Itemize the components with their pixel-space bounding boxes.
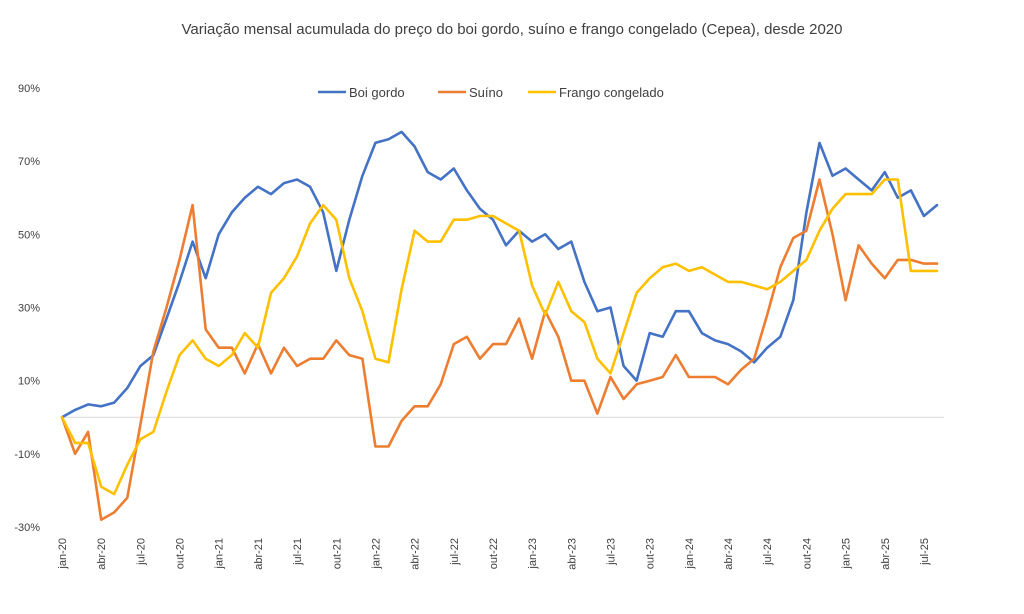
x-tick-label: jan-25 — [841, 538, 853, 570]
legend: Boi gordo Suíno Frango congelado — [318, 85, 664, 100]
x-tick-label: out-24 — [801, 538, 813, 569]
y-tick-label: 70% — [18, 156, 40, 168]
x-tick-label: abr-22 — [410, 538, 422, 570]
y-tick-label: 30% — [18, 303, 40, 315]
y-tick-label: 10% — [18, 376, 40, 388]
chart-title: Variação mensal acumulada do preço do bo… — [181, 21, 842, 38]
x-tick-label: abr-24 — [723, 538, 735, 570]
x-tick-label: jan-23 — [527, 538, 539, 570]
x-tick-label: abr-23 — [566, 538, 578, 570]
x-tick-label: jul-24 — [762, 538, 774, 566]
y-tick-label: -30% — [14, 522, 40, 534]
series-line-suino — [60, 178, 939, 522]
legend-label: Suíno — [469, 85, 503, 100]
x-tick-label: abr-20 — [96, 538, 108, 570]
series-line-frango-congelado — [60, 178, 939, 496]
y-tick-label: 50% — [18, 229, 40, 241]
x-tick-label: jul-20 — [135, 538, 147, 566]
x-tick-label: jan-21 — [214, 538, 226, 570]
x-tick-label: out-20 — [175, 538, 187, 569]
x-tick-label: jan-20 — [57, 538, 69, 570]
x-tick-label: out-22 — [488, 538, 500, 569]
x-tick-label: jan-22 — [370, 538, 382, 570]
series-group — [60, 130, 939, 522]
x-tick-label: abr-21 — [253, 538, 265, 570]
y-tick-label: 90% — [18, 83, 40, 95]
y-tick-label: -10% — [14, 449, 40, 461]
x-tick-label: jul-23 — [606, 538, 618, 566]
x-tick-label: jul-22 — [449, 538, 461, 566]
x-tick-label: jul-21 — [292, 538, 304, 566]
x-tick-label: jul-25 — [919, 538, 931, 566]
x-tick-label: out-23 — [645, 538, 657, 569]
legend-label: Frango congelado — [559, 85, 664, 100]
x-tick-label: out-21 — [331, 538, 343, 569]
x-tick-label: abr-25 — [880, 538, 892, 570]
x-axis: jan-20 abr-20 jul-20 out-20 jan-21 abr-21 jul-… — [57, 538, 931, 570]
y-axis: 90% 70% 50% 30% 10% -10% -30% — [14, 83, 40, 534]
series-line-boi-gordo — [60, 130, 939, 419]
legend-label: Boi gordo — [349, 85, 405, 100]
x-tick-label: jan-24 — [684, 538, 696, 570]
